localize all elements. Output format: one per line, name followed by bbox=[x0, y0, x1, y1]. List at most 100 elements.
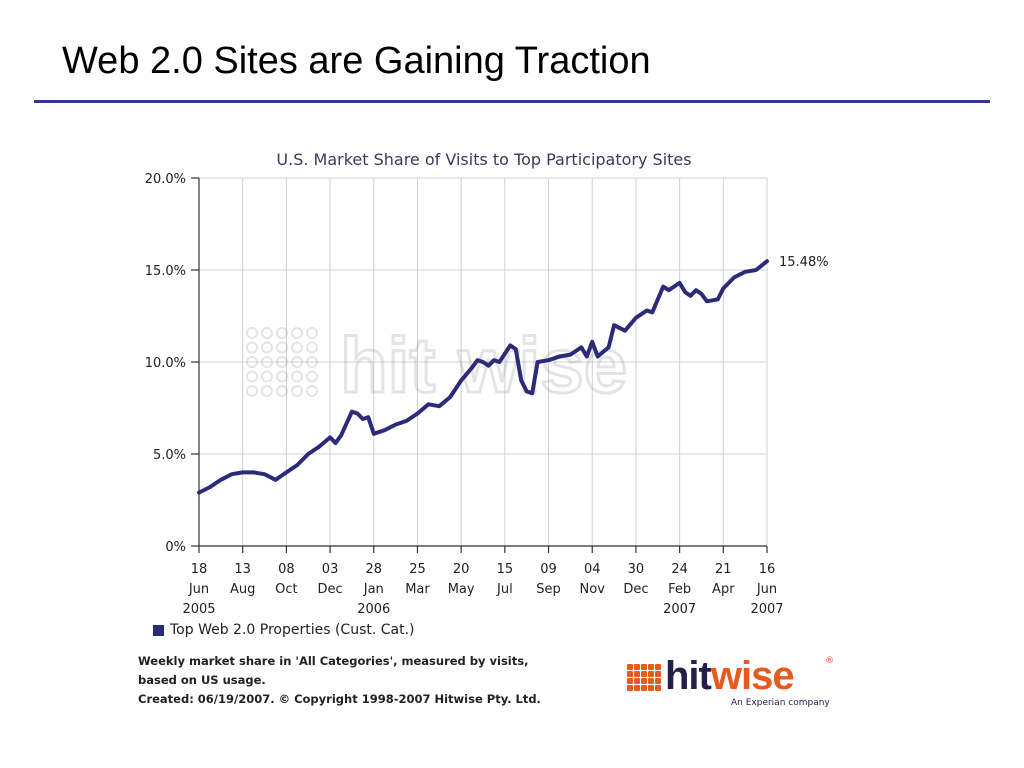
x-tick-label-month: Mar bbox=[405, 582, 430, 597]
series-line bbox=[197, 259, 769, 495]
watermark-dot bbox=[306, 327, 318, 339]
y-tick-label: 10.0% bbox=[145, 356, 186, 371]
watermark-dot bbox=[291, 385, 303, 397]
x-tick-label-day: 16 bbox=[759, 562, 776, 577]
x-tick-label-year: 2007 bbox=[663, 602, 696, 617]
logo-dot bbox=[627, 664, 633, 670]
x-tick-label-month: Dec bbox=[317, 582, 342, 597]
logo-dot bbox=[655, 678, 661, 684]
logo-registered-mark: ® bbox=[825, 656, 834, 666]
x-tick-label-month: Jan bbox=[363, 582, 384, 597]
logo-dot bbox=[634, 671, 640, 677]
x-tick-label-month: Dec bbox=[623, 582, 648, 597]
logo-dot bbox=[648, 671, 654, 677]
footnote-line: Weekly market share in 'All Categories',… bbox=[138, 654, 529, 668]
logo-dot bbox=[641, 678, 647, 684]
logo-dot bbox=[627, 671, 633, 677]
watermark-dot bbox=[246, 327, 258, 339]
watermark-dot bbox=[276, 385, 288, 397]
logo-hit: hit bbox=[665, 654, 712, 698]
watermark-dot bbox=[246, 370, 258, 383]
y-tick-label: 5.0% bbox=[153, 448, 186, 463]
logo-dot bbox=[641, 671, 647, 677]
x-tick-label-day: 28 bbox=[365, 562, 382, 577]
x-tick-label-day: 08 bbox=[278, 562, 295, 577]
x-tick-label-month: Sep bbox=[536, 582, 561, 597]
logo-dot bbox=[641, 685, 647, 691]
watermark-dot bbox=[246, 356, 258, 368]
logo-dot bbox=[634, 664, 640, 670]
watermark-dot bbox=[291, 327, 303, 339]
watermark-dot bbox=[276, 341, 288, 354]
x-tick-label-month: Oct bbox=[275, 582, 297, 597]
x-tick-label-month: May bbox=[448, 582, 475, 597]
legend: Top Web 2.0 Properties (Cust. Cat.) bbox=[153, 622, 415, 638]
series-end-label: 15.48% bbox=[779, 255, 829, 270]
x-tick-label-day: 25 bbox=[409, 562, 426, 577]
logo-dot bbox=[655, 685, 661, 691]
watermark-logo-text-2: wise bbox=[457, 321, 627, 409]
x-tick-label-day: 21 bbox=[715, 562, 732, 577]
watermark-dot bbox=[306, 385, 318, 397]
watermark-dot bbox=[246, 341, 258, 354]
logo-dot bbox=[627, 678, 633, 684]
watermark-dot bbox=[306, 341, 318, 354]
footnote: Weekly market share in 'All Categories',… bbox=[138, 652, 541, 709]
watermark-dot bbox=[261, 341, 273, 354]
logo-subtitle: An Experian company bbox=[731, 698, 830, 708]
x-tick-label-day: 04 bbox=[584, 562, 601, 577]
x-tick-label-month: Apr bbox=[712, 582, 735, 597]
watermark-dot bbox=[306, 356, 318, 368]
footnote-line: based on US usage. bbox=[138, 673, 266, 687]
x-tick-label-month: Aug bbox=[230, 582, 255, 597]
x-tick-label-day: 09 bbox=[540, 562, 557, 577]
series-layer bbox=[197, 259, 769, 495]
logo-dot bbox=[655, 671, 661, 677]
footnote-line: Created: 06/19/2007. © Copyright 1998-20… bbox=[138, 692, 541, 706]
logo-wise: wise bbox=[710, 654, 795, 698]
watermark-dot bbox=[276, 370, 288, 383]
legend-swatch bbox=[153, 624, 164, 636]
logo-dot bbox=[634, 678, 640, 684]
watermark-dot bbox=[246, 385, 258, 397]
logo-dot bbox=[648, 664, 654, 670]
watermark-dot bbox=[276, 356, 288, 368]
x-tick-label-month: Jul bbox=[496, 582, 513, 597]
axes bbox=[191, 177, 768, 553]
logo-dot bbox=[648, 685, 654, 691]
watermark-dot bbox=[261, 385, 273, 397]
hitwise-logo: hitwise ® An Experian company bbox=[627, 654, 837, 716]
x-tick-label-day: 24 bbox=[671, 562, 688, 577]
x-tick-label-day: 20 bbox=[453, 562, 470, 577]
watermark-dot bbox=[291, 356, 303, 368]
watermark-dot bbox=[261, 327, 273, 339]
logo-dot bbox=[648, 678, 654, 684]
x-tick-label-day: 03 bbox=[322, 562, 339, 577]
watermark: hit wise bbox=[246, 320, 629, 411]
slide-title: Web 2.0 Sites are Gaining Traction bbox=[62, 40, 651, 82]
x-tick-label-month: Jun bbox=[756, 582, 777, 597]
x-tick-label-year: 2006 bbox=[357, 602, 390, 617]
watermark-dot bbox=[291, 341, 303, 354]
x-tick-label-year: 2005 bbox=[182, 602, 215, 617]
x-tick-label-year: 2007 bbox=[750, 602, 783, 617]
x-tick-label-day: 18 bbox=[191, 562, 208, 577]
logo-dot bbox=[634, 685, 640, 691]
watermark-dot bbox=[276, 327, 288, 339]
legend-label: Top Web 2.0 Properties (Cust. Cat.) bbox=[170, 622, 415, 638]
x-tick-label-day: 30 bbox=[628, 562, 645, 577]
x-tick-label-day: 15 bbox=[497, 562, 514, 577]
y-tick-label: 15.0% bbox=[145, 264, 186, 279]
x-tick-label-month: Jun bbox=[188, 582, 209, 597]
tick-labels: 0% 5.0% 10.0% 15.0% 20.0% 18 Jun 2005 13 Aug 08 Oct… bbox=[145, 172, 829, 617]
logo-dot bbox=[641, 664, 647, 670]
y-tick-label: 0% bbox=[165, 540, 186, 555]
logo-dots-icon bbox=[627, 664, 661, 692]
logo-dot bbox=[627, 685, 633, 691]
x-tick-label-month: Nov bbox=[580, 582, 606, 597]
logo-dot bbox=[655, 664, 661, 670]
chart-title: U.S. Market Share of Visits to Top Parti… bbox=[276, 150, 691, 169]
watermark-dot bbox=[306, 370, 318, 383]
x-tick-label-month: Feb bbox=[668, 582, 691, 597]
